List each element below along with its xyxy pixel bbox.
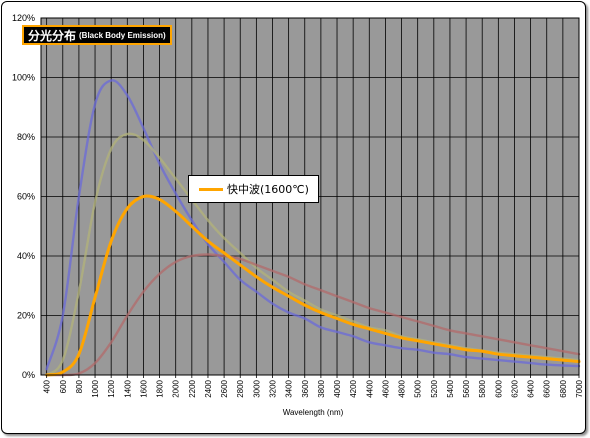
x-tick-label: 800 <box>75 379 84 393</box>
x-tick-label: 3800 <box>317 379 326 397</box>
x-tick-label: 4800 <box>398 379 407 397</box>
x-tick-label: 6600 <box>543 379 552 397</box>
legend: 快中波(1600℃) <box>188 175 319 203</box>
plot-border <box>40 17 580 376</box>
y-tick-label: 60% <box>17 192 35 202</box>
x-tick-label: 600 <box>59 379 68 393</box>
chart-title-sub: (Black Body Emission) <box>79 30 166 40</box>
y-tick-label: 120% <box>12 13 35 23</box>
x-axis-title: Wavelength (nm) <box>283 408 344 417</box>
series-layer <box>45 79 581 377</box>
x-tick-label: 1200 <box>107 379 116 397</box>
x-tick-label: 3200 <box>268 379 277 397</box>
y-tick-label: 40% <box>17 251 35 261</box>
x-tick-label: 1000 <box>91 379 100 397</box>
x-tick-label: 5800 <box>478 379 487 397</box>
x-axis: 400 600 800 1000 1200 1400 1600 1800 2000 2200 240… <box>43 375 584 398</box>
x-tick-label: 2000 <box>172 379 181 397</box>
x-tick-label: 5200 <box>430 379 439 397</box>
x-tick-label: 4000 <box>333 379 342 397</box>
x-tick-label: 3400 <box>285 379 294 397</box>
x-tick-label: 1400 <box>123 379 132 397</box>
x-tick-label: 3600 <box>301 379 310 397</box>
x-tick-label: 4200 <box>349 379 358 397</box>
x-tick-label: 4400 <box>365 379 374 397</box>
x-tick-label: 5000 <box>414 379 423 397</box>
y-tick-label: 80% <box>17 132 35 142</box>
x-tick-label: 3000 <box>252 379 261 397</box>
chart-title-main: 分光分布 <box>28 28 77 43</box>
y-tick-label: 100% <box>12 73 35 83</box>
x-tick-label: 6400 <box>527 379 536 397</box>
x-tick-label: 2400 <box>204 379 213 397</box>
y-tick-label: 0% <box>22 370 35 380</box>
chart-title: 分光分布 (Black Body Emission) <box>22 25 172 45</box>
series-line-3 <box>45 194 581 377</box>
legend-swatch <box>199 187 223 191</box>
x-tick-label: 2600 <box>220 379 229 397</box>
x-tick-label: 5600 <box>462 379 471 397</box>
x-tick-label: 4600 <box>381 379 390 397</box>
series-line-4 <box>45 253 581 377</box>
x-tick-label: 2200 <box>188 379 197 397</box>
legend-label: 快中波(1600℃) <box>227 183 309 196</box>
y-tick-label: 20% <box>17 311 35 321</box>
x-tick-label: 1600 <box>139 379 148 397</box>
x-tick-label: 6200 <box>510 379 519 397</box>
x-tick-label: 1800 <box>156 379 165 397</box>
x-tick-label: 6000 <box>494 379 503 397</box>
y-axis: 0% 20% 40% 60% 80% 100% 120% <box>12 13 35 380</box>
series-line-1 <box>45 79 581 371</box>
x-tick-label: 400 <box>43 379 52 393</box>
x-tick-label: 5400 <box>446 379 455 397</box>
x-tick-label: 6800 <box>559 379 568 397</box>
x-tick-label: 2800 <box>236 379 245 397</box>
x-tick-label: 7000 <box>575 379 584 397</box>
